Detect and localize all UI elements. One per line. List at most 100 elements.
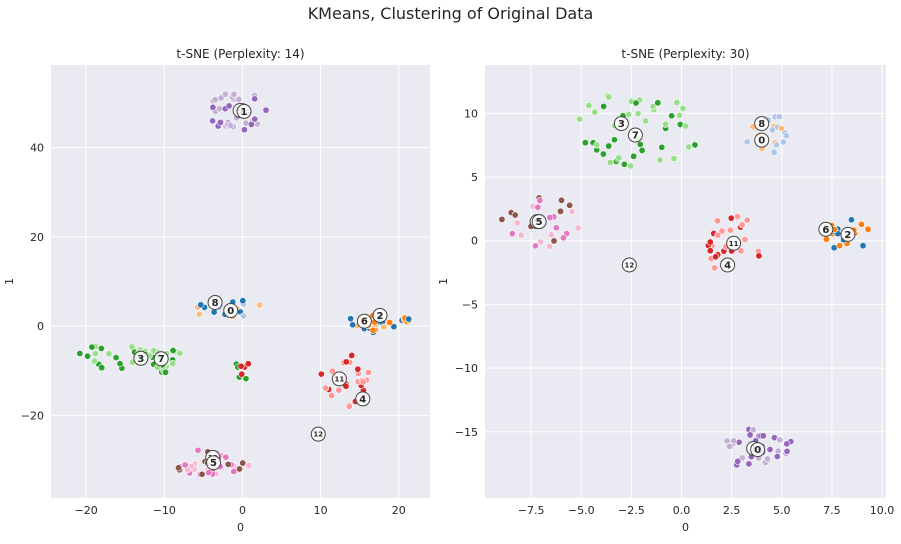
scatter-point (97, 344, 105, 352)
scatter-point (112, 354, 120, 362)
y-tick-label: 10 (464, 107, 478, 120)
scatter-point (328, 392, 336, 400)
scatter-point (238, 370, 246, 378)
scatter-point (859, 242, 867, 250)
scatter-point (359, 378, 367, 386)
centroid-marker (754, 116, 770, 132)
x-axis-label: 0 (682, 521, 689, 534)
scatter-point (322, 384, 330, 392)
scatter-point (591, 108, 599, 116)
centroid-marker (754, 132, 770, 148)
scatter-point (712, 253, 720, 261)
scatter-point (661, 120, 669, 128)
centroid-marker (726, 235, 742, 251)
x-tick-label: 20 (392, 504, 406, 517)
scatter-point (386, 318, 394, 326)
y-axis-label: 1 (437, 278, 450, 285)
scatter-point (734, 457, 742, 465)
y-tick-label: −10 (455, 362, 478, 375)
centroid-label: 6 (822, 225, 829, 236)
y-tick-label: 0 (471, 235, 478, 248)
scatter-point (209, 103, 217, 111)
y-tick-label: −5 (462, 298, 478, 311)
scatter-point (317, 370, 325, 378)
centroid-label: 7 (632, 131, 639, 142)
scatter-point (364, 368, 372, 376)
scatter-point (864, 225, 872, 233)
scatter-point (649, 103, 657, 111)
x-axis-label: 0 (237, 521, 244, 534)
scatter-point (772, 141, 780, 149)
scatter-point (209, 117, 217, 125)
scatter-point (738, 221, 746, 229)
scatter-point (706, 247, 714, 255)
scatter-point (782, 132, 790, 140)
scatter-point (552, 224, 560, 232)
plot-area (485, 65, 886, 498)
scatter-point (169, 360, 177, 368)
scatter-point (230, 90, 238, 98)
centroid-marker (206, 455, 222, 471)
scatter-point (247, 120, 255, 128)
scatter-point (642, 117, 650, 125)
scatter-point (670, 155, 678, 163)
centroid-label: 2 (844, 230, 851, 241)
centroid-label: 12 (313, 431, 323, 439)
x-tick-label: 10.0 (870, 504, 895, 517)
scatter-point (513, 219, 521, 227)
scatter-point (181, 461, 189, 469)
centroid-label: 4 (724, 260, 731, 271)
scatter-point (726, 226, 734, 234)
scatter-point (654, 99, 662, 107)
centroid-label: 8 (212, 298, 219, 309)
scatter-point (745, 460, 753, 468)
scatter-point (251, 115, 259, 123)
scatter-point (768, 126, 776, 134)
scatter-point (116, 360, 124, 368)
scatter-point (239, 459, 247, 467)
scatter-point (847, 216, 855, 224)
scatter-point (195, 310, 203, 318)
y-tick-label: −15 (455, 426, 478, 439)
scatter-point (230, 467, 238, 475)
scatter-point (718, 227, 726, 235)
scatter-point (822, 235, 830, 243)
scatter-point (668, 112, 676, 120)
centroid-label: 3 (137, 354, 144, 365)
scatter-point (634, 110, 642, 118)
scatter-point (776, 436, 784, 444)
centroid-label: 0 (758, 136, 765, 147)
centroid-label: 11 (729, 240, 739, 248)
subplot-2: −7.5 −5.0 −2.5 0.0 2.5 5.0 7.5 10.0−15−10−50510… (437, 47, 894, 534)
scatter-point (550, 237, 558, 245)
scatter-point (638, 146, 646, 154)
scatter-point (568, 208, 576, 216)
scatter-point (237, 362, 245, 370)
scatter-point (620, 160, 628, 168)
centroid-marker (356, 313, 372, 329)
scatter-point (548, 231, 556, 239)
centroid-marker (207, 294, 223, 310)
scatter-point (746, 431, 754, 439)
scatter-point (706, 238, 714, 246)
scatter-point (240, 126, 248, 134)
scatter-point (783, 447, 791, 455)
scatter-point (743, 138, 751, 146)
scatter-point (773, 453, 781, 461)
scatter-point (741, 235, 749, 243)
y-tick-label: 0 (37, 320, 44, 333)
scatter-point (244, 360, 252, 368)
centroid-marker (223, 303, 239, 319)
centroid-label: 0 (227, 306, 234, 317)
scatter-point (197, 301, 205, 309)
scatter-point (726, 442, 734, 450)
scatter-point (537, 238, 545, 246)
scatter-point (225, 102, 233, 110)
x-tick-label: 10 (314, 504, 328, 517)
scatter-point (755, 252, 763, 260)
centroid-label: 6 (361, 317, 368, 328)
scatter-point (194, 446, 202, 454)
scatter-point (656, 156, 664, 164)
scatter-point (610, 136, 618, 144)
x-tick-label: −5.0 (568, 504, 595, 517)
